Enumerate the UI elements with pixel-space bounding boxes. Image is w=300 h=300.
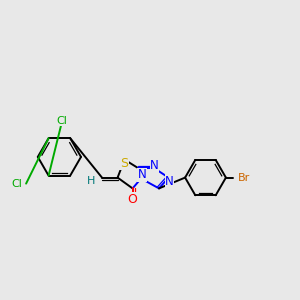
Text: S: S (120, 157, 128, 170)
Text: N: N (150, 159, 159, 172)
Text: Br: Br (238, 172, 250, 183)
Text: Cl: Cl (12, 179, 22, 189)
Text: H: H (86, 176, 95, 187)
Text: N: N (138, 168, 147, 182)
Text: Cl: Cl (56, 116, 67, 126)
Text: O: O (128, 193, 137, 206)
Text: N: N (165, 175, 174, 188)
